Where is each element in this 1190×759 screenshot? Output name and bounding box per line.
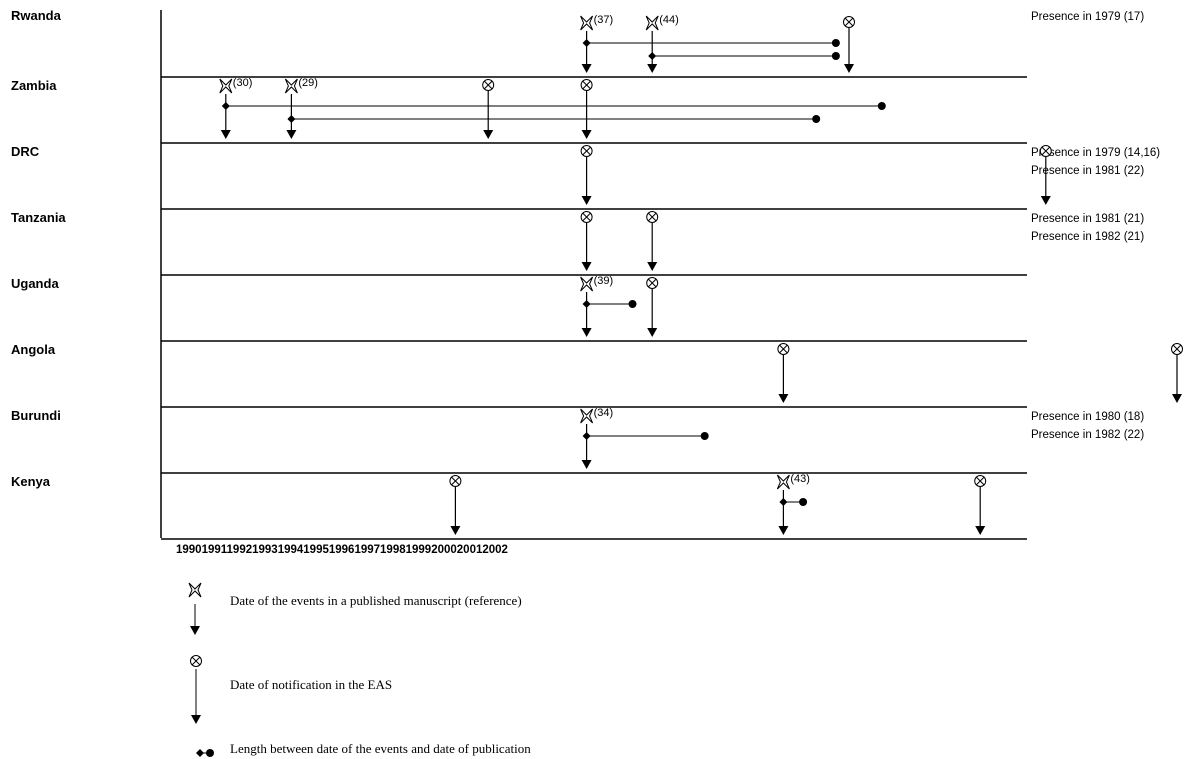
arrow-down-icon	[844, 64, 854, 73]
country-row-rwanda: Rwanda Presence in 1979 (17) (37) (44)	[11, 8, 1144, 78]
legend: Date of the events in a published manusc…	[188, 582, 531, 757]
country-label: Tanzania	[11, 210, 66, 225]
arrow-down-icon	[581, 196, 592, 205]
arrow-down-icon	[975, 526, 986, 535]
country-row-drc: DRC Presence in 1979 (14,16) Presence in 1…	[11, 144, 1160, 210]
reference-label: (43)	[790, 473, 810, 485]
dot-icon	[700, 432, 709, 440]
legend-notification: Date of notification in the EAS	[190, 655, 392, 724]
country-label: Angola	[11, 342, 56, 357]
reference-label: (44)	[659, 14, 679, 26]
country-row-kenya: Kenya (43)	[11, 473, 1027, 540]
legend-published: Date of the events in a published manusc…	[188, 582, 522, 635]
arrow-down-icon	[581, 262, 592, 271]
circled-x-icon	[1039, 145, 1052, 157]
country-label: Uganda	[11, 276, 59, 291]
arrow-down-icon	[1040, 196, 1051, 205]
legend-notification-label: Date of notification in the EAS	[230, 677, 392, 692]
circled-x-icon	[646, 277, 659, 289]
circled-x-icon	[843, 16, 855, 28]
star-icon	[188, 582, 202, 598]
legend-length-label: Length between date of the events and da…	[230, 741, 531, 756]
country-label: Burundi	[11, 408, 61, 423]
legend-length: Length between date of the events and da…	[196, 741, 531, 757]
reference-label: (37)	[594, 14, 614, 26]
arrow-down-icon	[778, 394, 789, 403]
circled-x-icon	[482, 79, 495, 91]
presence-note: Presence in 1981 (22)	[1031, 165, 1144, 177]
star-icon	[284, 78, 298, 94]
dot-icon	[831, 39, 840, 47]
arrow-down-icon	[191, 715, 201, 724]
presence-note: Presence in 1979 (17)	[1031, 11, 1144, 23]
circled-x-icon	[974, 475, 987, 487]
reference-label: (29)	[298, 77, 318, 89]
circled-x-icon	[449, 475, 462, 487]
star-icon	[580, 15, 594, 31]
reference-label: (39)	[594, 275, 614, 287]
arrow-down-icon	[581, 64, 592, 73]
circled-x-icon	[580, 79, 593, 91]
dot-icon	[812, 115, 821, 123]
star-icon	[776, 474, 790, 490]
arrow-down-icon	[778, 526, 789, 535]
dot-icon	[877, 102, 886, 110]
arrow-down-icon	[647, 64, 658, 73]
arrow-down-icon	[483, 130, 494, 139]
circled-x-icon	[580, 145, 593, 157]
country-row-angola: Angola	[11, 342, 1183, 408]
country-label: Zambia	[11, 78, 57, 93]
circled-x-icon	[1171, 343, 1183, 355]
reference-label: (34)	[594, 407, 614, 419]
dot-icon	[831, 52, 840, 60]
x-axis-years: 1990199119921993199419951996199719981999…	[176, 544, 508, 556]
country-row-burundi: Burundi Presence in 1980 (18) Presence in …	[11, 407, 1144, 474]
circled-x-icon	[190, 655, 202, 667]
legend-published-label: Date of the events in a published manusc…	[230, 593, 522, 608]
star-icon	[219, 78, 233, 94]
arrow-down-icon	[220, 130, 231, 139]
arrow-down-icon	[581, 460, 592, 469]
presence-note: Presence in 1979 (14,16)	[1031, 147, 1160, 159]
presence-note: Presence in 1982 (21)	[1031, 231, 1144, 243]
arrow-down-icon	[286, 130, 297, 139]
arrow-down-icon	[647, 262, 658, 271]
country-row-zambia: Zambia (30) (29)	[11, 77, 1027, 144]
timeline-chart: Rwanda Presence in 1979 (17) (37) (44) Zambi…	[11, 8, 1183, 556]
arrow-down-icon	[647, 328, 658, 337]
presence-note: Presence in 1980 (18)	[1031, 411, 1144, 423]
star-icon	[645, 15, 659, 31]
country-label: DRC	[11, 144, 40, 159]
star-icon	[580, 408, 594, 424]
presence-note: Presence in 1981 (21)	[1031, 213, 1144, 225]
dot-icon	[628, 300, 637, 308]
country-label: Kenya	[11, 474, 51, 489]
country-row-uganda: Uganda (39)	[11, 275, 1027, 342]
dot-icon	[799, 498, 808, 506]
circled-x-icon	[580, 211, 593, 223]
country-row-tanzania: Tanzania Presence in 1981 (21) Presence in…	[11, 210, 1144, 276]
star-icon	[580, 276, 594, 292]
reference-label: (30)	[233, 77, 253, 89]
circled-x-icon	[777, 343, 790, 355]
country-label: Rwanda	[11, 8, 62, 23]
circled-x-icon	[646, 211, 659, 223]
dot-icon	[206, 749, 214, 757]
arrow-down-icon	[190, 626, 200, 635]
presence-note: Presence in 1982 (22)	[1031, 429, 1144, 441]
arrow-down-icon	[1172, 394, 1182, 403]
arrow-down-icon	[581, 130, 592, 139]
arrow-down-icon	[450, 526, 461, 535]
arrow-down-icon	[581, 328, 592, 337]
